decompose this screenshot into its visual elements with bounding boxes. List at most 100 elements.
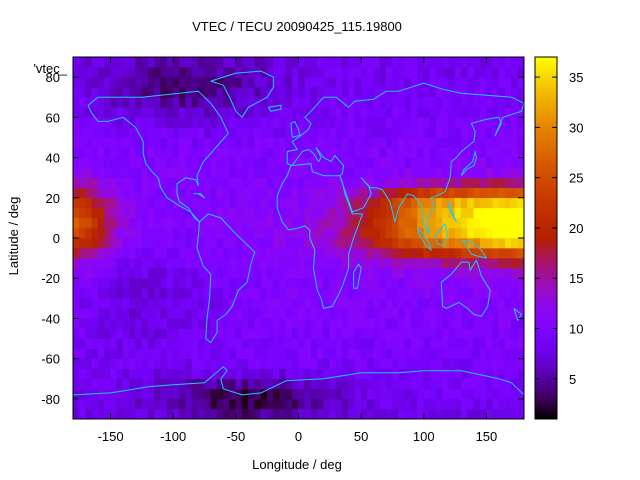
heatmap-cell [354,247,362,259]
heatmap-cell [316,66,324,78]
heatmap-cell [85,217,93,229]
heatmap-cell [473,197,481,209]
heatmap-cell [135,318,143,329]
heatmap-cell [166,96,174,108]
heatmap-cell [166,157,174,168]
heatmap-cell [260,298,268,309]
heatmap-cell [78,298,86,309]
heatmap-cell [266,187,274,199]
heatmap-cell [398,96,406,108]
heatmap-cell [241,368,249,380]
heatmap-cell [473,66,481,78]
heatmap-cell [348,76,356,88]
coastline-australia [440,259,491,317]
heatmap-cell [285,298,293,309]
heatmap-cell [104,76,111,88]
heatmap-cell [229,287,237,299]
heatmap-cell [323,328,331,339]
heatmap-cell [486,368,493,380]
heatmap-cell [78,96,86,108]
heatmap-cell [392,117,400,128]
heatmap-cell [166,197,174,209]
heatmap-cell [335,127,343,138]
heatmap-cell [467,368,475,380]
heatmap-cell [329,217,337,229]
heatmap-cell [154,127,161,138]
heatmap-cell [197,137,205,148]
heatmap-cell [210,267,218,279]
heatmap-cell [104,318,111,329]
heatmap-cell [141,96,149,108]
heatmap-cell [323,287,331,299]
heatmap-cell [298,338,306,349]
heatmap-cell [492,398,500,410]
heatmap-cell [248,237,255,249]
heatmap-cell [129,277,136,289]
heatmap-cell [298,368,306,380]
heatmap-cell [241,247,249,259]
heatmap-cell [191,86,199,98]
heatmap-cell [166,86,174,98]
heatmap-cell [129,96,136,108]
heatmap-cell [104,358,111,370]
heatmap-cell [429,207,437,219]
heatmap-cell [310,96,318,108]
heatmap-cell [291,207,299,219]
heatmap-cell [498,197,506,209]
heatmap-cell [504,187,512,199]
heatmap-cell [492,157,500,168]
heatmap-cell [479,217,487,229]
heatmap-cell [373,227,381,239]
heatmap-cell [448,388,456,400]
heatmap-cell [235,86,243,98]
heatmap-cell [104,117,111,128]
heatmap-cell [304,277,312,289]
heatmap-cell [398,298,406,309]
heatmap-cell [248,127,255,138]
heatmap-cell [285,167,293,178]
heatmap-cell [191,127,199,138]
heatmap-cell [216,207,224,219]
heatmap-cell [473,298,481,309]
heatmap-cell [172,237,180,249]
heatmap-cell [248,147,255,158]
heatmap-cell [266,368,274,380]
heatmap-cell [316,207,324,219]
heatmap-cell [122,408,130,419]
heatmap-cell [436,167,443,178]
heatmap-cell [310,76,318,88]
heatmap-cell [467,187,475,199]
heatmap-cell [404,76,412,88]
heatmap-cell [373,207,381,219]
heatmap-cell [110,398,118,410]
heatmap-cell [179,388,187,400]
heatmap-cell [204,298,212,309]
heatmap-cell [492,76,500,88]
heatmap-cell [279,127,287,138]
heatmap-cell [172,227,180,239]
heatmap-cell [91,157,99,168]
heatmap-cell [279,197,287,209]
heatmap-cell [204,86,212,98]
coastline-greenland [210,70,274,118]
heatmap-cell [511,338,519,349]
heatmap-cell [185,157,193,168]
heatmap-cell [85,408,93,419]
heatmap-cell [141,388,149,400]
heatmap-cell [436,127,443,138]
heatmap-cell [323,167,331,178]
heatmap-cell [404,187,412,199]
heatmap-cell [78,106,86,118]
heatmap-cell [291,167,299,178]
heatmap-cell [78,66,86,78]
heatmap-cell [342,76,349,88]
heatmap-cell [235,137,243,148]
heatmap-cell [223,328,230,339]
heatmap-cell [348,96,356,108]
heatmap-cell [185,408,193,419]
heatmap-cell [517,137,524,148]
heatmap-cell [73,66,80,78]
heatmap-cell [179,157,187,168]
heatmap-cell [191,147,199,158]
heatmap-cell [235,76,243,88]
